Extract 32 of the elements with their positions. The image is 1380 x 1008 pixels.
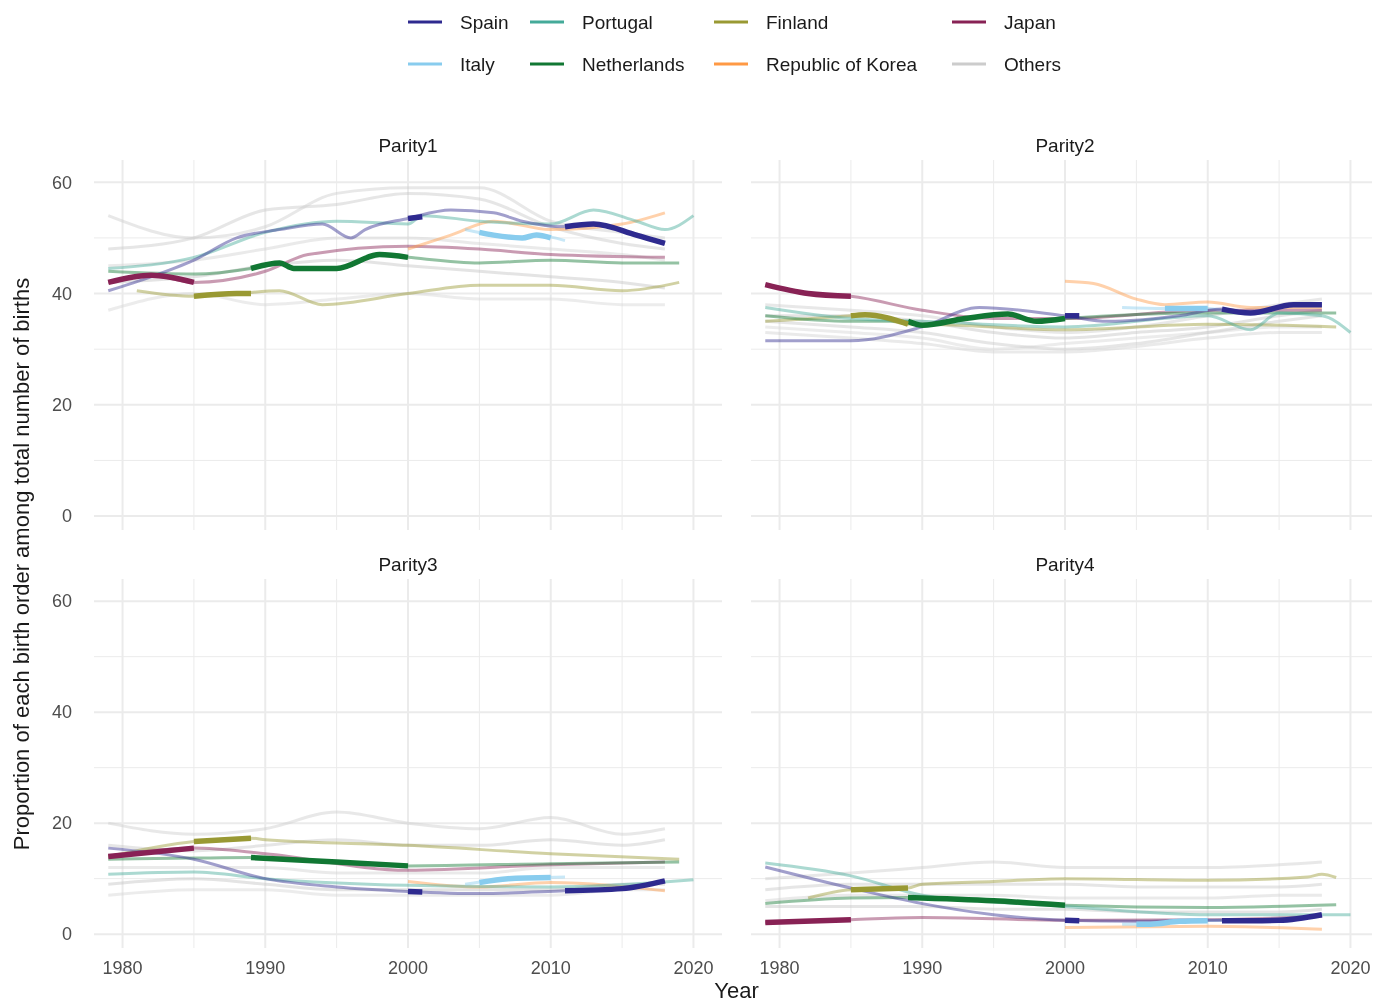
x-tick-label: 2000 [387, 958, 429, 978]
legend-label: Japan [1004, 11, 1056, 33]
x-tick-label: 1980 [759, 958, 800, 978]
legend-label: Italy [460, 53, 496, 75]
legend-label: Others [1004, 53, 1062, 75]
legend-label: Republic of Korea [766, 53, 918, 75]
chart-title: Parity4 [1035, 554, 1095, 575]
x-tick-label: 2000 [1044, 958, 1086, 978]
y-tick-label: 0 [61, 924, 72, 945]
x-tick-label: 1990 [245, 958, 286, 978]
x-tick-label: 1980 [102, 958, 143, 978]
y-axis-title: Proportion of each birth order among total number of births [9, 277, 34, 851]
y-tick-label: 40 [51, 283, 72, 304]
y-tick-label: 60 [51, 591, 72, 612]
chart-title: Parity2 [1035, 135, 1095, 156]
chart-title: Parity3 [378, 554, 438, 575]
y-tick-label: 20 [51, 813, 72, 834]
legend-label: Finland [766, 11, 829, 33]
legend-label: Spain [460, 11, 509, 33]
x-tick-label: 1990 [902, 958, 943, 978]
x-tick-label: 2010 [1187, 958, 1228, 978]
y-tick-label: 0 [61, 506, 72, 527]
x-tick-label: 2010 [530, 958, 571, 978]
chart-title: Parity1 [378, 135, 438, 156]
legend-label: Portugal [582, 11, 653, 33]
y-tick-label: 40 [51, 702, 72, 723]
x-tick-label: 2020 [673, 958, 714, 978]
y-tick-label: 20 [51, 395, 72, 416]
x-tick-label: 2020 [1330, 958, 1371, 978]
legend-label: Netherlands [582, 53, 685, 75]
y-tick-label: 60 [51, 172, 72, 193]
x-axis-title: Year [714, 978, 759, 1003]
